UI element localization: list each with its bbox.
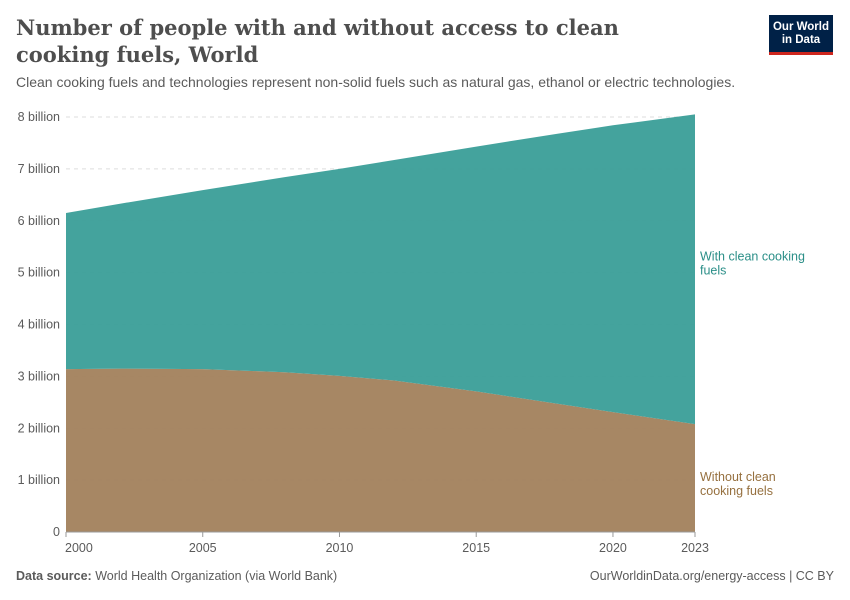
y-tick-label: 2 billion (18, 421, 60, 435)
y-tick-label: 0 (53, 525, 60, 539)
x-tick-label: 2000 (65, 541, 93, 555)
series-label: cooking fuels (700, 484, 773, 498)
y-tick-label: 1 billion (18, 473, 60, 487)
data-source: Data source: World Health Organization (… (16, 569, 338, 583)
y-tick-label: 5 billion (18, 266, 60, 280)
x-tick-label: 2015 (462, 541, 490, 555)
y-tick-label: 6 billion (18, 214, 60, 228)
x-tick-label: 2020 (599, 541, 627, 555)
y-tick-label: 3 billion (18, 369, 60, 383)
series-label: fuels (700, 263, 726, 277)
footer-url[interactable]: OurWorldinData.org/energy-access | CC BY (589, 569, 834, 583)
series-label: With clean cooking (700, 249, 805, 263)
area-with-clean-cooking (66, 114, 695, 425)
area-without-clean-cooking (66, 368, 695, 532)
owid-logo[interactable]: Our World in Data (769, 15, 833, 55)
y-tick-label: 4 billion (18, 318, 60, 332)
chart-title: Number of people with and without access… (16, 15, 619, 67)
series-label: Without clean (700, 470, 776, 484)
x-tick-label: 2023 (681, 541, 709, 555)
x-tick-label: 2005 (189, 541, 217, 555)
y-tick-label: 8 billion (18, 110, 60, 124)
y-tick-label: 7 billion (18, 162, 60, 176)
x-tick-label: 2010 (326, 541, 354, 555)
chart-subtitle: Clean cooking fuels and technologies rep… (16, 74, 736, 90)
